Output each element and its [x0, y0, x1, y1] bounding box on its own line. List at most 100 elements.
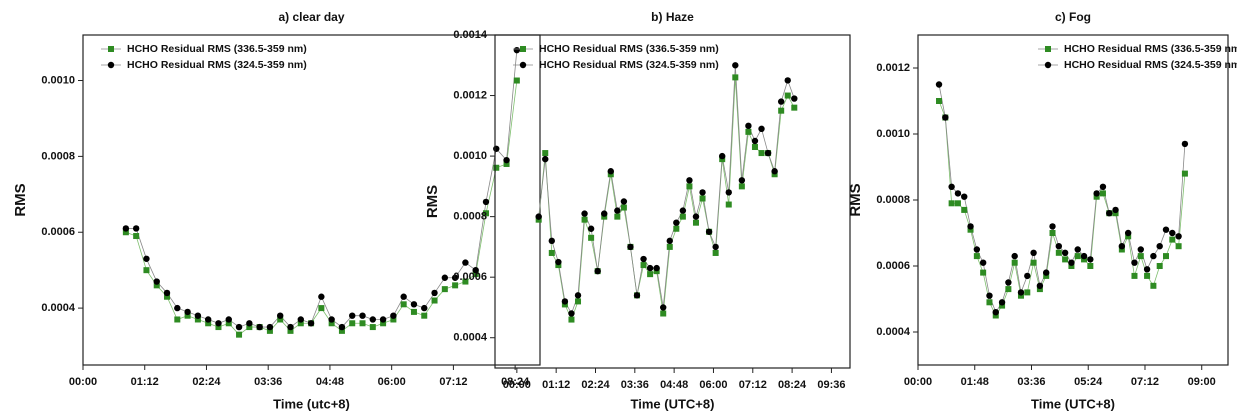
marker: [686, 177, 693, 184]
chart-title: b) Haze: [651, 10, 694, 24]
marker: [421, 312, 428, 319]
marker: [349, 320, 356, 327]
series-line: [538, 77, 795, 321]
x-tick-label: 07:12: [739, 379, 767, 391]
y-tick-label: 0.0006: [453, 271, 487, 283]
marker: [948, 200, 955, 207]
marker: [194, 312, 202, 319]
marker: [679, 207, 687, 214]
marker: [205, 320, 212, 327]
marker: [666, 237, 673, 245]
marker: [1169, 236, 1176, 243]
marker: [1156, 243, 1163, 250]
marker: [1181, 140, 1189, 148]
marker: [328, 316, 335, 323]
marker: [215, 320, 222, 327]
marker: [266, 327, 273, 334]
legend-marker: [520, 46, 526, 52]
marker: [1074, 253, 1081, 260]
marker: [297, 320, 304, 327]
marker: [725, 201, 732, 208]
marker: [1144, 272, 1151, 279]
marker: [568, 316, 575, 323]
legend-marker: [519, 61, 527, 69]
y-tick-label: 0.0010: [876, 128, 910, 140]
marker: [1150, 282, 1157, 289]
marker: [307, 320, 315, 327]
marker: [712, 243, 719, 251]
marker: [620, 198, 628, 205]
marker: [204, 316, 212, 323]
marker: [992, 309, 999, 316]
marker: [379, 316, 387, 323]
marker: [771, 168, 778, 175]
marker: [967, 226, 974, 233]
marker: [287, 323, 294, 331]
marker: [1118, 246, 1125, 253]
marker: [1024, 272, 1031, 280]
marker: [705, 228, 713, 235]
marker: [581, 210, 588, 217]
marker: [359, 320, 366, 327]
marker: [174, 304, 181, 312]
x-axis-label: Time (utc+8): [273, 396, 350, 411]
marker: [1068, 259, 1075, 266]
x-tick-label: 04:48: [316, 376, 344, 388]
x-tick-label: 08:24: [501, 376, 530, 388]
marker: [692, 219, 699, 226]
marker: [647, 271, 654, 278]
legend-marker: [108, 46, 114, 52]
x-tick-label: 09:36: [817, 379, 845, 391]
marker: [122, 225, 130, 232]
x-tick-label: 01:48: [961, 376, 989, 388]
y-axis-label: RMS: [847, 183, 864, 216]
marker: [256, 323, 263, 331]
y-tick-label: 0.0014: [453, 29, 488, 41]
x-tick-label: 09:00: [1188, 376, 1216, 388]
marker: [1169, 229, 1176, 237]
marker: [472, 270, 479, 277]
marker: [1124, 229, 1132, 237]
marker: [942, 114, 949, 121]
marker: [764, 149, 772, 157]
marker: [679, 213, 686, 220]
marker: [410, 301, 418, 308]
x-axis-label: Time (UTC+8): [631, 396, 715, 411]
marker: [400, 293, 407, 300]
marker: [349, 312, 356, 319]
marker: [277, 316, 284, 323]
marker: [1137, 246, 1144, 253]
marker: [686, 183, 693, 190]
marker: [778, 107, 785, 114]
y-tick-label: 0.0004: [876, 326, 911, 338]
legend-label: HCHO Residual RMS (336.5-359 nm): [539, 43, 719, 55]
marker: [791, 104, 798, 111]
marker: [980, 269, 987, 276]
marker: [673, 219, 680, 226]
marker: [758, 150, 765, 157]
chart-title: a) clear day: [278, 10, 344, 24]
marker: [660, 310, 667, 317]
y-tick-label: 0.0010: [41, 74, 75, 86]
marker: [246, 324, 253, 331]
marker: [1125, 233, 1132, 240]
marker: [758, 125, 765, 133]
marker: [462, 259, 469, 266]
marker: [390, 312, 397, 319]
marker: [784, 92, 791, 99]
marker: [777, 98, 785, 105]
x-axis-label: Time (UTC+8): [1031, 396, 1115, 411]
marker: [967, 223, 974, 230]
marker: [614, 213, 621, 220]
marker: [954, 190, 962, 197]
x-tick-label: 08:24: [778, 379, 807, 391]
marker: [164, 293, 171, 300]
x-tick-label: 00:00: [503, 379, 531, 391]
plot-frame: [494, 34, 851, 369]
marker: [1030, 259, 1037, 266]
marker: [194, 316, 201, 323]
marker: [1150, 252, 1157, 260]
marker: [318, 293, 325, 300]
x-tick-label: 03:36: [254, 376, 282, 388]
marker: [400, 301, 407, 308]
